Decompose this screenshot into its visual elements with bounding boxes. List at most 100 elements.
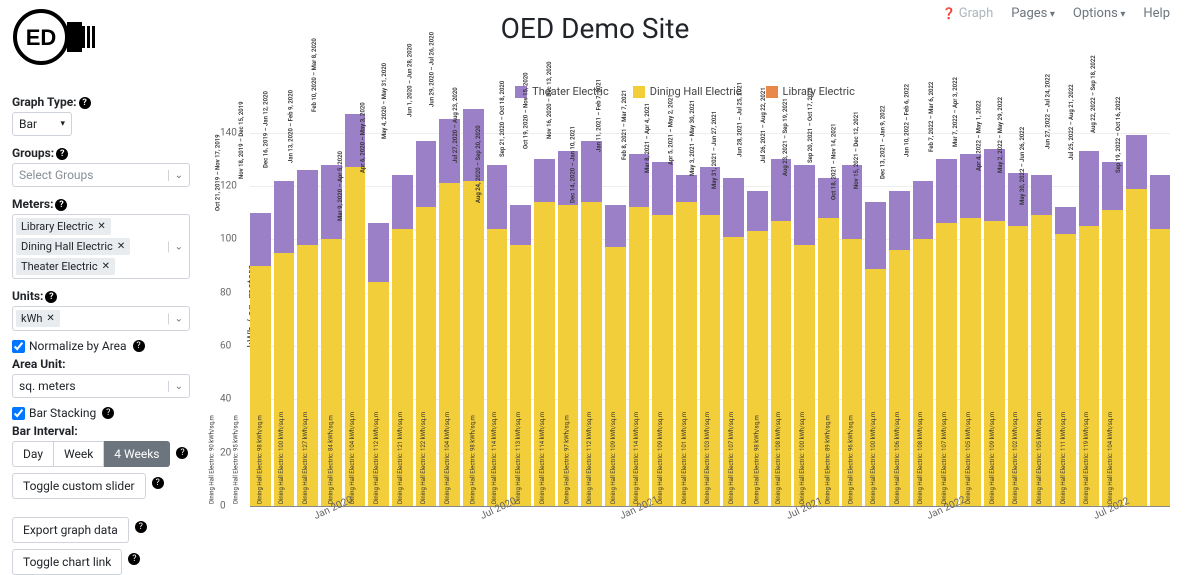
area-unit-select[interactable]: sq. meters⌄ (12, 374, 190, 398)
remove-icon[interactable]: ✕ (117, 241, 125, 252)
bar[interactable]: Mar 9, 2020 – Apr 5, 2020Dining Hall Ele… (368, 106, 389, 506)
bar[interactable]: Jun 29, 2020 – Jul 26, 2020Dining Hall E… (463, 106, 484, 506)
interval-option[interactable]: Week (54, 441, 104, 467)
bar[interactable]: Mar 8, 2021 – Apr 4, 2021Dining Hall Ele… (676, 106, 697, 506)
bar[interactable]: Jan 13, 2020 – Feb 9, 2020Dining Hall El… (321, 106, 342, 506)
help-icon[interactable]: ? (152, 477, 164, 489)
bar[interactable]: Jun 1, 2020 – Jun 28, 2020Dining Hall El… (439, 106, 460, 506)
legend-item[interactable]: Library Electric (766, 85, 855, 98)
y-tick: 140 (220, 127, 237, 138)
legend-item[interactable]: Theater Electric (515, 85, 609, 98)
bar[interactable]: Oct 21, 2019 – Nov 17, 2019Dining Hall E… (250, 106, 271, 506)
bar[interactable]: May 3, 2021 – May 30, 2021Dining Hall El… (723, 106, 744, 506)
toggle-slider-button[interactable]: Toggle custom slider (12, 473, 146, 499)
bar-segment: Apr 4, 2022 – May 1, 2022 (1008, 173, 1029, 226)
remove-icon[interactable]: ✕ (102, 261, 110, 272)
stacking-checkbox[interactable] (12, 407, 25, 420)
bar[interactable]: May 30, 2022 – Jun 26, 2022Dining Hall E… (1055, 106, 1076, 506)
meter-chip[interactable]: Library Electric✕ (16, 218, 111, 235)
help-icon[interactable]: ? (102, 407, 114, 419)
bar-segment: Dining Hall Electric: 113 kWh/sq.m (558, 205, 579, 506)
bar[interactable]: Feb 8, 2021 – Mar 7, 2021Dining Hall Ele… (652, 106, 673, 506)
interval-option[interactable]: 4 Weeks (104, 441, 170, 467)
toggle-link-button[interactable]: Toggle chart link (12, 549, 122, 575)
remove-icon[interactable]: ✕ (46, 313, 54, 324)
bar-segment: Jun 1, 2020 – Jun 28, 2020 (439, 119, 460, 183)
meters-select[interactable]: Library Electric✕ Dining Hall Electric✕ Th… (12, 214, 190, 279)
meter-chip[interactable]: Theater Electric✕ (16, 258, 115, 275)
help-icon[interactable]: ? (133, 340, 145, 352)
bar-segment: Dining Hall Electric: 114 kWh/sq.m (676, 202, 697, 506)
bar[interactable]: Feb 10, 2020 – Mar 8, 2020Dining Hall El… (345, 106, 366, 506)
bar-segment: Dining Hall Electric: 111 kWh/sq.m (1102, 210, 1123, 506)
bar[interactable]: Aug 23, 2021 – Sep 19, 2021Dining Hall E… (818, 106, 839, 506)
bar[interactable]: Dec 14, 2020 – Jan 10, 2021Dining Hall E… (605, 106, 626, 506)
bar-segment: Aug 23, 2021 – Sep 19, 2021 (818, 178, 839, 218)
groups-select[interactable]: Select Groups⌄ (12, 163, 190, 187)
bar[interactable]: Nov 16, 2020 – Dec 13, 2020Dining Hall E… (581, 106, 602, 506)
help-icon[interactable]: ? (79, 97, 91, 109)
unit-chip[interactable]: kWh✕ (16, 310, 60, 327)
bar[interactable]: Sep 19, 2022 – Oct 16, 2022Dining Hall E… (1150, 106, 1171, 506)
bar-segment: May 30, 2022 – Jun 26, 2022 (1055, 207, 1076, 234)
help-icon[interactable]: ? (55, 199, 67, 211)
bar[interactable]: Jul 26, 2021 – Aug 22, 2021Dining Hall E… (794, 106, 815, 506)
bar[interactable]: Sep 20, 2021 – Oct 17, 2021Dining Hall E… (842, 106, 863, 506)
bar[interactable]: Jun 27, 2022 – Jul 24, 2022Dining Hall E… (1079, 106, 1100, 506)
bar[interactable]: Nov 18, 2019 – Dec 15, 2019Dining Hall E… (274, 106, 295, 506)
bar[interactable]: Sep 21, 2020 – Oct 18, 2020Dining Hall E… (534, 106, 555, 506)
bar[interactable]: Apr 4, 2022 – May 1, 2022Dining Hall Ele… (1008, 106, 1029, 506)
export-button[interactable]: Export graph data (12, 517, 129, 543)
svg-text:ED: ED (26, 25, 57, 50)
bar-segment: Oct 18, 2021 – Nov 14, 2021 (865, 202, 886, 269)
bar[interactable]: Jan 11, 2021 – Feb 7, 2021Dining Hall El… (629, 106, 650, 506)
bar[interactable]: Aug 24, 2020 – Sep 20, 2020Dining Hall E… (510, 106, 531, 506)
bar[interactable]: May 2, 2022 – May 29, 2022Dining Hall El… (1031, 106, 1052, 506)
bar-segment: Sep 19, 2022 – Oct 16, 2022 (1150, 175, 1171, 228)
bar-segment: Jun 29, 2020 – Jul 26, 2020 (463, 109, 484, 181)
normalize-checkbox[interactable] (12, 340, 25, 353)
bar[interactable]: Feb 7, 2022 – Mar 6, 2022Dining Hall Ele… (960, 106, 981, 506)
bar-segment: Dining Hall Electric: 95 kWh/sq.m (274, 253, 295, 506)
help-icon[interactable]: ? (135, 521, 147, 533)
help-icon[interactable]: ? (45, 291, 57, 303)
chart-plot[interactable]: kWh / sq. meters 020406080100120140 Oct … (250, 106, 1170, 506)
nav-pages[interactable]: Pages (1011, 6, 1055, 21)
bar-segment: Dining Hall Electric: 100 kWh/sq.m (321, 239, 342, 506)
remove-icon[interactable]: ✕ (97, 221, 105, 232)
bar[interactable]: Jun 28, 2021 – Jul 25, 2021Dining Hall E… (771, 106, 792, 506)
bar[interactable]: Jan 10, 2022 – Feb 6, 2022Dining Hall El… (936, 106, 957, 506)
bar[interactable]: Jul 27, 2020 – Aug 23, 2020Dining Hall E… (487, 106, 508, 506)
bar[interactable]: Dec 13, 2021 – Jan 9, 2022Dining Hall El… (913, 106, 934, 506)
bar[interactable]: Oct 18, 2021 – Nov 14, 2021Dining Hall E… (865, 106, 886, 506)
help-icon[interactable]: ? (176, 447, 188, 459)
y-tick: 0 (220, 501, 226, 512)
bar[interactable]: Apr 5, 2021 – May 2, 2021Dining Hall Ele… (700, 106, 721, 506)
interval-option[interactable]: Day (12, 441, 54, 467)
graph-type-select[interactable]: Bar▾ (12, 112, 72, 136)
bar[interactable]: Oct 19, 2020 – Nov 15, 2020Dining Hall E… (558, 106, 579, 506)
units-select[interactable]: kWh✕⌄ (12, 306, 190, 331)
bar[interactable]: May 31, 2021 – Jun 27, 2021Dining Hall E… (747, 106, 768, 506)
bar[interactable]: Dec 16, 2019 – Jan 12, 2020Dining Hall E… (297, 106, 318, 506)
bar[interactable]: Nov 15, 2021 – Dec 12, 2021Dining Hall E… (889, 106, 910, 506)
bar[interactable]: Mar 7, 2022 – Apr 3, 2022Dining Hall Ele… (984, 106, 1005, 506)
nav-graph[interactable]: Graph (942, 6, 993, 21)
units-label: Units:? (12, 289, 190, 303)
interval-label: Bar Interval: (12, 424, 190, 438)
bar[interactable]: Jul 25, 2022 – Aug 21, 2022Dining Hall E… (1102, 106, 1123, 506)
help-icon[interactable]: ? (56, 148, 68, 160)
bar-segment: Dining Hall Electric: 98 kWh/sq.m (297, 245, 318, 506)
bar[interactable]: Apr 6, 2020 – May 3, 2020Dining Hall Ele… (392, 106, 413, 506)
legend-item[interactable]: Dining Hall Electric (633, 85, 742, 98)
y-tick: 100 (220, 234, 237, 245)
help-icon[interactable]: ? (128, 553, 140, 565)
nav-options[interactable]: Options (1073, 6, 1125, 21)
bar-segment: Dining Hall Electric: 112 kWh/sq.m (416, 207, 437, 506)
meter-chip[interactable]: Dining Hall Electric✕ (16, 238, 130, 255)
bar[interactable]: Aug 22, 2022 – Sep 18, 2022Dining Hall E… (1126, 106, 1147, 506)
graph-type-label: Graph Type:? (12, 95, 190, 109)
bar[interactable]: May 4, 2020 – May 31, 2020Dining Hall El… (416, 106, 437, 506)
bar-segment: Nov 16, 2020 – Dec 13, 2020 (581, 141, 602, 202)
nav-help[interactable]: Help (1143, 6, 1170, 21)
